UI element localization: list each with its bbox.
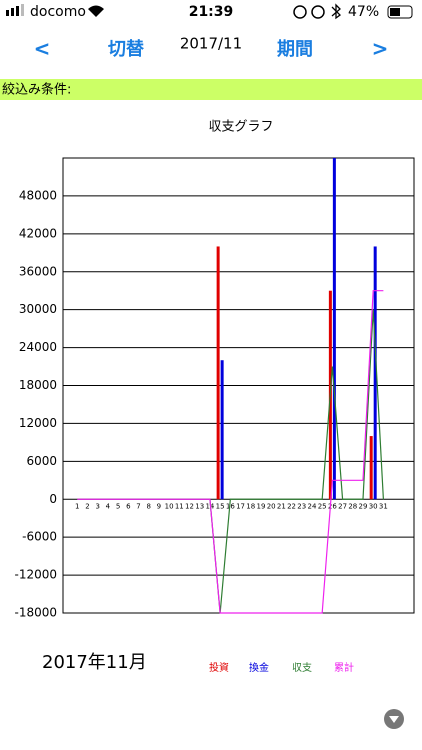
time: 21:39 bbox=[189, 4, 234, 20]
carrier: docomo bbox=[30, 4, 86, 20]
x-tick-label: 27 bbox=[338, 502, 347, 510]
alarm-icon bbox=[311, 5, 325, 19]
x-tick-label: 6 bbox=[126, 502, 131, 510]
filter-bar[interactable] bbox=[0, 79, 422, 100]
x-tick-label: 15 bbox=[216, 502, 225, 510]
y-tick-label: 42000 bbox=[19, 226, 57, 240]
line bbox=[77, 290, 384, 614]
nav-bar: < 切替 2017/11 期間 > bbox=[34, 35, 389, 61]
scroll-arrow bbox=[389, 716, 399, 723]
x-tick-label: 4 bbox=[106, 502, 111, 510]
x-tick-label: 12 bbox=[185, 502, 194, 510]
y-tick-label: 24000 bbox=[19, 340, 57, 354]
battery-icon bbox=[387, 5, 413, 19]
y-tick-label: -6000 bbox=[22, 530, 57, 544]
y-tick-label: 30000 bbox=[19, 302, 57, 316]
x-tick-label: 8 bbox=[146, 502, 150, 510]
chart-title: 収支グラフ bbox=[208, 120, 273, 135]
x-tick-label: 28 bbox=[348, 502, 357, 510]
y-tick-label: 36000 bbox=[19, 264, 57, 278]
wifi-icon bbox=[88, 5, 104, 17]
lock-icon bbox=[293, 5, 307, 19]
y-tick-label: 48000 bbox=[19, 188, 57, 202]
legend-entry: 累計 bbox=[334, 661, 354, 674]
chart: -18000 -12000 -6000 0 6000 12000 18000 24000 300… bbox=[14, 157, 415, 674]
x-tick-label: 1 bbox=[75, 502, 79, 510]
x-tick-label: 24 bbox=[308, 502, 317, 510]
period-label: 2017/11 bbox=[180, 35, 242, 53]
x-tick-label: 29 bbox=[359, 502, 368, 510]
y-tick-label: 18000 bbox=[19, 378, 57, 392]
switch-button[interactable]: 切替 bbox=[108, 38, 145, 60]
x-tick-label: 16 bbox=[226, 502, 235, 510]
y-tick-label: 6000 bbox=[26, 454, 57, 468]
bluetooth-icon bbox=[331, 3, 341, 20]
signal-icon bbox=[21, 4, 24, 16]
bar bbox=[369, 436, 373, 500]
x-tick-label: 7 bbox=[136, 502, 140, 510]
signal-icon bbox=[16, 6, 19, 16]
x-tick-label: 11 bbox=[175, 502, 184, 510]
signal-icon bbox=[11, 8, 14, 16]
legend-entry: 投資 bbox=[209, 661, 229, 674]
x-tick-label: 22 bbox=[287, 502, 296, 510]
bar bbox=[332, 158, 336, 500]
x-tick-label: 19 bbox=[256, 502, 265, 510]
x-tick-label: 23 bbox=[297, 502, 306, 510]
x-tick-label: 26 bbox=[328, 502, 337, 510]
x-tick-label: 5 bbox=[116, 502, 120, 510]
x-tick-label: 21 bbox=[277, 502, 286, 510]
x-tick-label: 25 bbox=[318, 502, 327, 510]
x-tick-label: 3 bbox=[95, 502, 99, 510]
y-tick-label: -18000 bbox=[14, 606, 57, 620]
x-tick-label: 20 bbox=[267, 502, 276, 510]
x-tick-label: 30 bbox=[369, 502, 378, 510]
bar bbox=[216, 246, 220, 500]
prev-button[interactable]: < bbox=[34, 37, 51, 61]
x-tick-label: 10 bbox=[165, 502, 174, 510]
status-bar: docomo 21:39 47% bbox=[6, 3, 413, 20]
x-tick-label: 13 bbox=[195, 502, 204, 510]
x-tick-label: 31 bbox=[379, 502, 388, 510]
y-tick-label: -12000 bbox=[14, 568, 57, 582]
y-tick-label: 12000 bbox=[19, 416, 57, 430]
filter-label: 絞込み条件: bbox=[2, 82, 71, 98]
legend-entry: 収支 bbox=[292, 662, 312, 674]
x-tick-label: 18 bbox=[246, 502, 255, 510]
y-tick-label: 0 bbox=[49, 492, 57, 506]
x-tick-label: 17 bbox=[236, 502, 245, 510]
x-tick-label: 9 bbox=[157, 502, 161, 510]
month-label: 2017年11月 bbox=[42, 652, 147, 673]
period-button[interactable]: 期間 bbox=[277, 39, 313, 60]
next-button[interactable]: > bbox=[372, 37, 389, 61]
battery-level bbox=[390, 8, 400, 16]
x-tick-label: 2 bbox=[85, 502, 89, 510]
legend-entry: 換金 bbox=[249, 661, 269, 674]
bar bbox=[220, 360, 224, 500]
bar bbox=[373, 246, 377, 500]
battery-text: 47% bbox=[348, 4, 379, 20]
signal-icon bbox=[6, 10, 9, 16]
